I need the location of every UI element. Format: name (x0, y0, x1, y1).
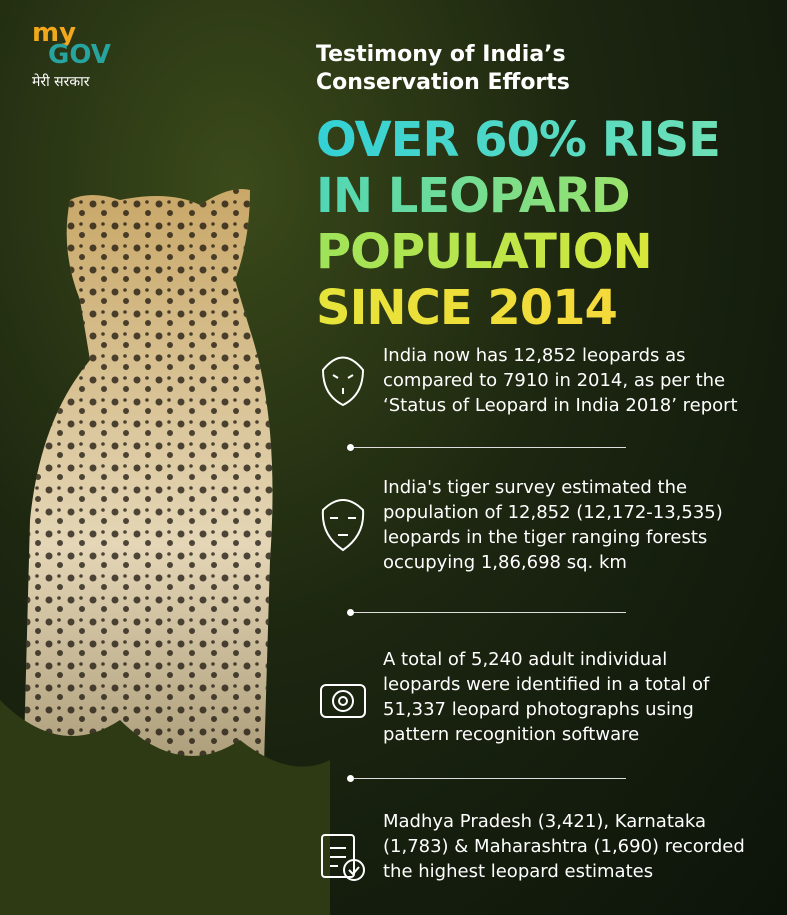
fact-text: population of 12,852 (12,172-13,535) (383, 501, 723, 525)
divider-dot (347, 444, 354, 451)
subtitle: Testimony of India’s (316, 42, 566, 68)
leopard-icon (323, 358, 363, 406)
fact-text: A total of 5,240 adult individual (383, 648, 667, 672)
icons (318, 350, 368, 890)
fact-text: India's tiger survey estimated the (383, 476, 687, 500)
clipboard-icon (322, 835, 364, 880)
fact-text: Madhya Pradesh (3,421), Karnataka (383, 810, 706, 834)
camera-icon (321, 685, 365, 717)
subtitle: Conservation Efforts (316, 70, 570, 96)
fact-text: compared to 7910 in 2014, as per the (383, 369, 725, 393)
headline: OVER 60% RISE (316, 112, 720, 168)
headline: IN LEOPARD (316, 168, 630, 224)
fact-text: the highest leopard estimates (383, 860, 653, 884)
logo-tagline: मेरी सरकार (32, 72, 89, 91)
tiger-icon (323, 500, 363, 550)
divider (350, 447, 626, 448)
divider (350, 612, 626, 613)
divider (350, 778, 626, 779)
fact-text: ‘Status of Leopard in India 2018’ report (383, 394, 738, 418)
fact-text: 51,337 leopard photographs using (383, 698, 694, 722)
fact-text: (1,783) & Maharashtra (1,690) recorded (383, 835, 745, 859)
leopard-illustration (0, 0, 330, 915)
fact-text: India now has 12,852 leopards as (383, 344, 686, 368)
logo-gov: GOV (48, 40, 111, 70)
divider-dot (347, 609, 354, 616)
headline: POPULATION (316, 224, 652, 280)
divider-dot (347, 775, 354, 782)
headline: SINCE 2014 (316, 280, 617, 336)
fact-text: leopards were identified in a total of (383, 673, 709, 697)
infographic: my GOV मेरी सरकार Testimony of India’sCo… (0, 0, 787, 915)
fact-text: pattern recognition software (383, 723, 639, 747)
fact-text: occupying 1,86,698 sq. km (383, 551, 627, 575)
fact-text: leopards in the tiger ranging forests (383, 526, 707, 550)
